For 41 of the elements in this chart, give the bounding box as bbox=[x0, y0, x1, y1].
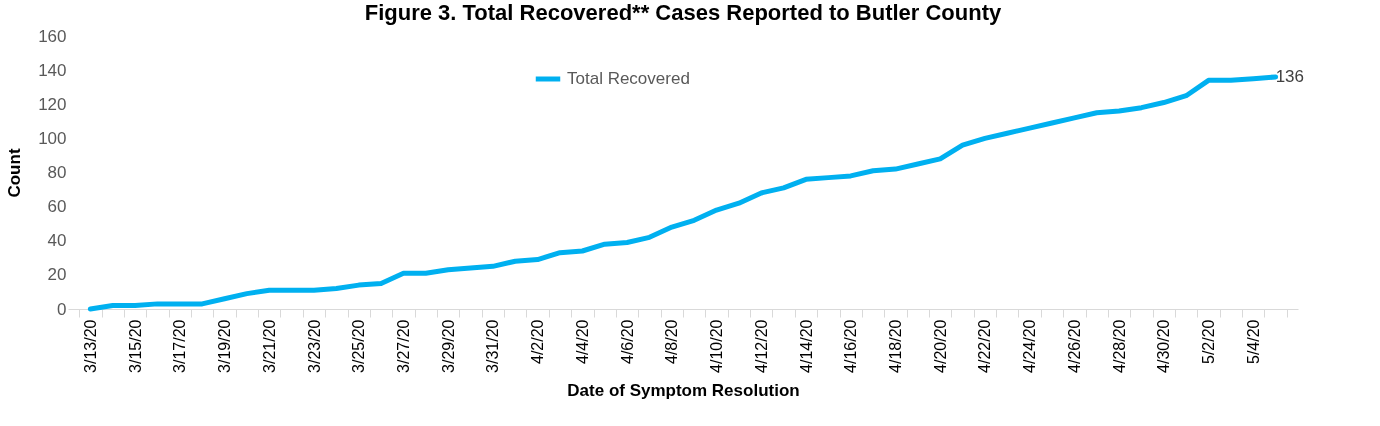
x-tick-label: 5/4/20 bbox=[1244, 319, 1262, 364]
y-tick-label: 20 bbox=[47, 265, 67, 285]
x-tick-label: 3/31/20 bbox=[484, 319, 502, 373]
x-tick-label: 4/14/20 bbox=[797, 319, 815, 373]
y-tick-label: 0 bbox=[57, 299, 67, 319]
x-tick-label: 4/4/20 bbox=[573, 319, 591, 364]
x-tick-label: 3/27/20 bbox=[394, 319, 412, 373]
x-tick-label: 4/28/20 bbox=[1110, 319, 1128, 373]
y-axis-title: Count bbox=[5, 148, 25, 198]
data-label: 136 bbox=[1275, 66, 1305, 86]
chart-title: Figure 3. Total Recovered** Cases Reported to Butler County bbox=[364, 0, 1003, 25]
x-tick-label: 4/24/20 bbox=[1021, 319, 1039, 373]
x-tick-label: 4/16/20 bbox=[842, 319, 860, 373]
x-tick-label: 3/21/20 bbox=[260, 319, 278, 373]
x-axis-title: Date of Symptom Resolution bbox=[567, 380, 800, 400]
x-tick-label: 4/12/20 bbox=[752, 319, 770, 373]
x-tick-label: 4/6/20 bbox=[618, 319, 636, 364]
x-tick-label: 4/10/20 bbox=[708, 319, 726, 373]
x-tick-label: 4/30/20 bbox=[1155, 319, 1173, 373]
x-tick-label: 3/13/20 bbox=[81, 319, 99, 373]
y-tick-label: 40 bbox=[47, 231, 67, 251]
x-tick-label: 4/18/20 bbox=[886, 319, 904, 373]
x-tick-label: 4/26/20 bbox=[1065, 319, 1083, 373]
y-tick-label: 140 bbox=[38, 60, 67, 80]
y-tick-label: 60 bbox=[47, 197, 67, 217]
x-tick-label: 5/2/20 bbox=[1200, 319, 1218, 364]
x-tick-label: 3/19/20 bbox=[216, 319, 234, 373]
y-tick-label: 160 bbox=[38, 26, 67, 46]
x-tick-label: 3/23/20 bbox=[305, 319, 323, 373]
x-tick-label: 3/15/20 bbox=[126, 319, 144, 373]
y-tick-label: 80 bbox=[47, 163, 67, 182]
y-tick-label: 120 bbox=[38, 94, 67, 114]
x-tick-label: 4/20/20 bbox=[931, 319, 949, 373]
x-tick-label: 3/17/20 bbox=[171, 319, 189, 373]
x-tick-label: 4/8/20 bbox=[663, 319, 681, 364]
x-tick-label: 4/2/20 bbox=[529, 319, 547, 364]
x-tick-label: 3/25/20 bbox=[350, 319, 368, 373]
x-tick-label: 3/29/20 bbox=[439, 319, 457, 373]
x-tick-label: 4/22/20 bbox=[976, 319, 994, 373]
y-tick-label: 100 bbox=[38, 128, 67, 148]
legend-label: Total Recovered bbox=[567, 69, 690, 88]
